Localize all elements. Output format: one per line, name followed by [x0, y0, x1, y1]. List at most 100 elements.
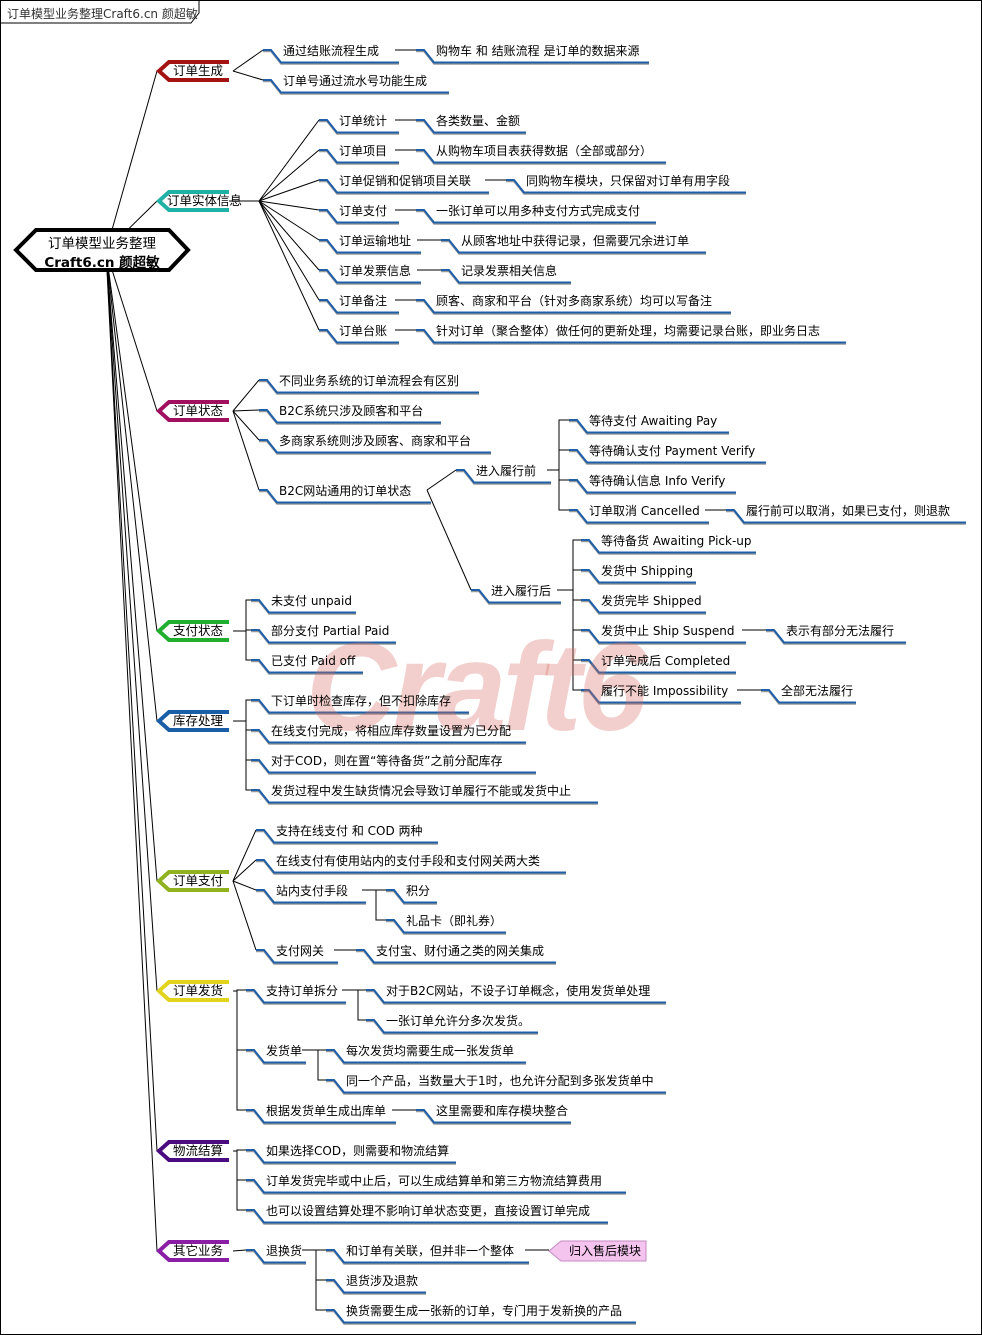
- topic-node[interactable]: 不同业务系统的订单流程会有区别: [279, 374, 460, 388]
- craft-watermark-logo: Craft6: [306, 618, 647, 757]
- topic-node[interactable]: 履行不能 Impossibility: [601, 684, 729, 698]
- topic-node[interactable]: 订单台账: [339, 324, 388, 338]
- branch-node[interactable]: 订单生成: [172, 63, 223, 78]
- topic-node[interactable]: 订单发货完毕或中止后，可以生成结算单和第三方物流结算费用: [266, 1174, 603, 1188]
- topic-node[interactable]: 履行前可以取消，如果已支付，则退款: [746, 504, 951, 518]
- topic-node[interactable]: 已支付 Paid off: [271, 654, 356, 668]
- connector-line: [258, 200, 320, 331]
- topic-node[interactable]: 退货涉及退款: [346, 1274, 419, 1288]
- topic-node[interactable]: 同一个产品，当数量大于1时，也允许分配到多张发货单中: [346, 1074, 654, 1088]
- topic-node[interactable]: 订单支付: [339, 204, 388, 218]
- topic-node[interactable]: 在线支付有使用站内的支付手段和支付网关两大类: [276, 854, 541, 868]
- topic-node[interactable]: 换货需要生成一张新的订单，专门用于发新换的产品: [346, 1304, 623, 1318]
- topic-node[interactable]: 订单取消 Cancelled: [589, 504, 700, 518]
- topic-node[interactable]: 通过结账流程生成: [283, 44, 380, 58]
- topic-node[interactable]: 订单号通过流水号功能生成: [283, 74, 428, 88]
- topic-node[interactable]: 对于COD，则在置“等待备货”之前分配库存: [271, 754, 503, 768]
- topic-node[interactable]: 在线支付完成，将相应库存数量设置为已分配: [271, 724, 512, 738]
- branch-node[interactable]: 支付状态: [172, 623, 223, 638]
- topic-node[interactable]: 也可以设置结算处理不影响订单状态变更，直接设置订单完成: [266, 1204, 591, 1218]
- topic-node[interactable]: 部分支付 Partial Paid: [271, 624, 390, 638]
- topic-node[interactable]: 记录发票相关信息: [461, 264, 558, 278]
- branch-node[interactable]: 订单发货: [172, 983, 223, 998]
- branch-node[interactable]: 订单实体信息: [167, 193, 243, 208]
- topic-node[interactable]: 订单运输地址: [339, 234, 412, 248]
- topic-node[interactable]: 发货过程中发生缺货情况会导致订单履行不能或发货中止: [271, 784, 572, 798]
- topic-node[interactable]: 订单发票信息: [339, 264, 412, 278]
- topic-node[interactable]: 从购物车项目表获得数据（全部或部分）: [436, 144, 653, 158]
- topic-node[interactable]: B2C网站通用的订单状态: [279, 484, 412, 498]
- node-underline: [581, 569, 696, 584]
- topic-node[interactable]: 全部无法履行: [781, 684, 854, 698]
- connector-line: [258, 149, 320, 202]
- topic-node[interactable]: 下订单时检查库存，但不扣除库存: [271, 694, 452, 708]
- topic-node[interactable]: 多商家系统则涉及顾客、商家和平台: [279, 434, 472, 448]
- topic-node[interactable]: 积分: [406, 884, 431, 898]
- branch-node[interactable]: 物流结算: [172, 1143, 223, 1158]
- node-underline: [326, 1279, 426, 1294]
- topic-node[interactable]: 支持订单拆分: [266, 984, 339, 998]
- node-underline: [246, 1049, 306, 1064]
- branch-node[interactable]: 订单支付: [172, 873, 223, 888]
- node-underline: [319, 179, 489, 194]
- topic-node[interactable]: 未支付 unpaid: [271, 594, 352, 608]
- topic-node[interactable]: 表示有部分无法履行: [786, 624, 895, 638]
- branch-shape-0: [156, 60, 229, 82]
- root-node-title[interactable]: 订单模型业务整理: [48, 236, 156, 252]
- topic-node[interactable]: 支付宝、财付通之类的网关集成: [376, 944, 545, 958]
- connector-line: [233, 1150, 246, 1181]
- topic-node[interactable]: 发货中 Shipping: [601, 564, 694, 578]
- topic-node[interactable]: 订单统计: [339, 114, 388, 128]
- topic-node[interactable]: 根据发货单生成出库单: [266, 1104, 387, 1118]
- topic-node[interactable]: 等待确认支付 Payment Verify: [589, 444, 756, 458]
- topic-node[interactable]: 订单备注: [339, 294, 388, 308]
- topic-node[interactable]: 一张订单可以用多种支付方式完成支付: [436, 204, 641, 218]
- topic-node[interactable]: 顾客、商家和平台（针对多商家系统）均可以写备注: [436, 294, 713, 308]
- topic-node[interactable]: 礼品卡（即礼券）: [406, 914, 503, 928]
- connector-line: [232, 409, 260, 412]
- topic-node[interactable]: 等待支付 Awaiting Pay: [589, 414, 718, 428]
- topic-node[interactable]: 支持在线支付 和 COD 两种: [276, 824, 423, 838]
- node-underline: [581, 689, 741, 704]
- callout-node[interactable]: 归入售后模块: [569, 1244, 642, 1258]
- node-underline: [761, 689, 856, 704]
- topic-node[interactable]: 订单完成后 Completed: [601, 654, 731, 668]
- topic-node[interactable]: 针对订单（聚合整体）做任何的更新处理，均需要记录台账，即业务日志: [436, 324, 821, 338]
- topic-node[interactable]: 进入履行前: [476, 464, 537, 478]
- node-underline: [416, 119, 526, 134]
- connector-line: [557, 589, 581, 601]
- topic-node[interactable]: 等待确认信息 Info Verify: [589, 474, 726, 488]
- topic-node[interactable]: 购物车 和 结账流程 是订单的数据来源: [436, 44, 640, 58]
- topic-node[interactable]: 支付网关: [276, 944, 325, 958]
- connector-line: [232, 410, 260, 441]
- topic-node[interactable]: 订单项目: [339, 144, 388, 158]
- topic-node[interactable]: 订单促销和促销项目关联: [339, 174, 472, 188]
- topic-node[interactable]: 站内支付手段: [276, 884, 349, 898]
- topic-node[interactable]: 进入履行后: [491, 584, 552, 598]
- topic-node[interactable]: 如果选择COD，则需要和物流结算: [266, 1144, 450, 1158]
- root-node-subtitle[interactable]: Craft6.cn 颜超敏: [44, 255, 160, 271]
- branch-shape-8: [156, 1240, 229, 1262]
- branch-shape-3: [156, 620, 229, 642]
- topic-node[interactable]: 等待备货 Awaiting Pick-up: [601, 534, 752, 548]
- topic-node[interactable]: 从顾客地址中获得记录，但需要冗余进订单: [461, 234, 690, 248]
- branch-node[interactable]: 其它业务: [172, 1243, 223, 1258]
- topic-node[interactable]: 发货单: [266, 1044, 303, 1058]
- topic-node[interactable]: 发货完毕 Shipped: [601, 594, 702, 608]
- topic-node[interactable]: 一张订单允许分多次发货。: [386, 1014, 531, 1028]
- topic-node[interactable]: 这里需要和库存模块整合: [436, 1104, 569, 1118]
- topic-node[interactable]: 和订单有关联，但并非一个整体: [346, 1244, 515, 1258]
- topic-node[interactable]: 各类数量、金额: [436, 114, 521, 128]
- topic-node[interactable]: 同购物车模块，只保留对订单有用字段: [526, 174, 731, 188]
- node-underline: [259, 439, 491, 454]
- topic-node[interactable]: B2C系统只涉及顾客和平台: [279, 404, 424, 418]
- topic-node[interactable]: 退换货: [266, 1244, 303, 1258]
- topic-node[interactable]: 每次发货均需要生成一张发货单: [346, 1044, 515, 1058]
- branch-node[interactable]: 订单状态: [172, 403, 223, 418]
- connector-line: [302, 1249, 326, 1311]
- node-underline: [569, 509, 709, 524]
- branch-node[interactable]: 库存处理: [172, 713, 223, 728]
- topic-node[interactable]: 发货中止 Ship Suspend: [601, 624, 735, 638]
- topic-node[interactable]: 对于B2C网站，不设子订单概念，使用发货单处理: [386, 984, 651, 998]
- connector-line: [232, 829, 257, 882]
